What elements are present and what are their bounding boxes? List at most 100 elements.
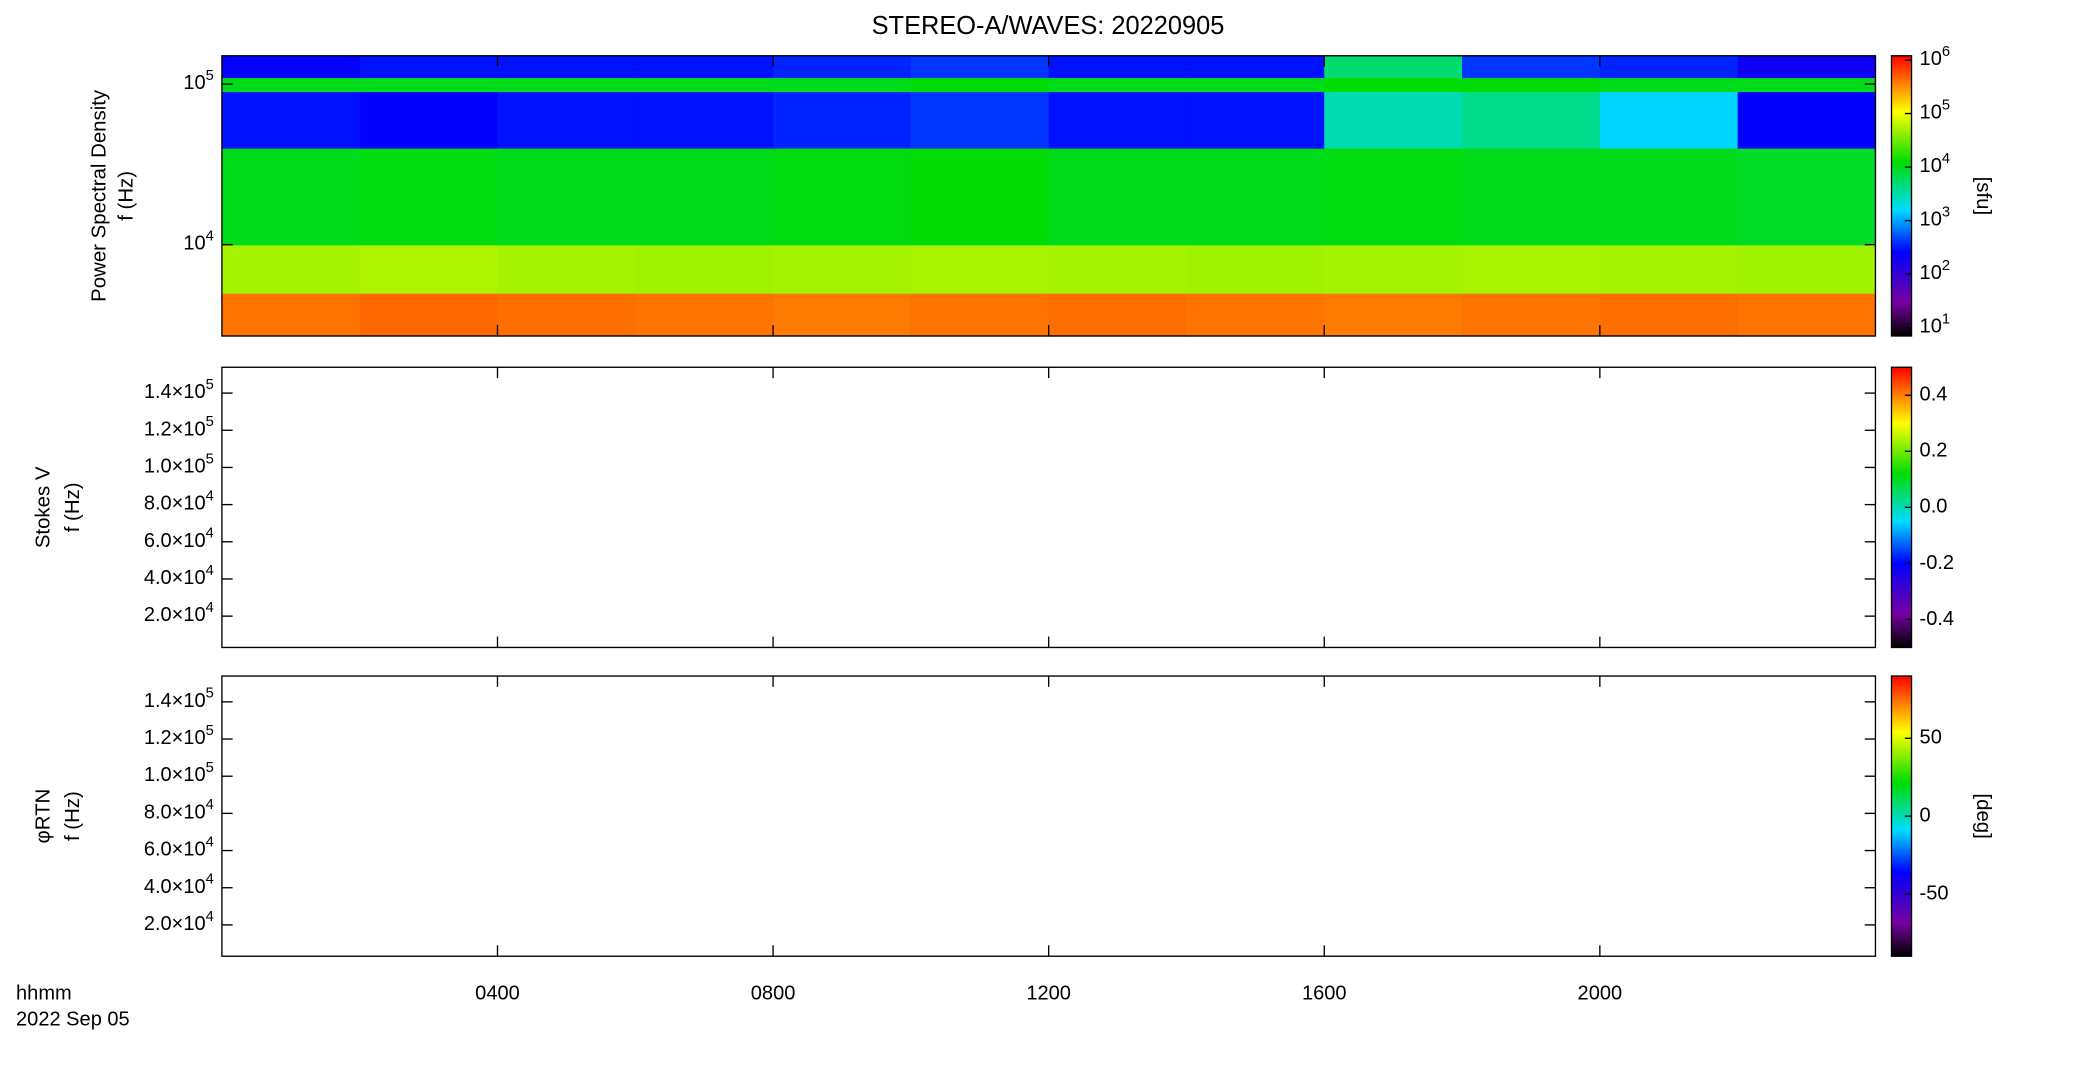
- heatmap-cell: [1048, 55, 1188, 79]
- heatmap-cell: [359, 244, 499, 294]
- heatmap-cell: [910, 77, 1050, 93]
- heatmap-cell: [635, 244, 774, 294]
- heatmap-cell: [1324, 55, 1463, 79]
- heatmap-cell: [1048, 77, 1188, 93]
- y-tick-label: 8.0×104: [144, 488, 214, 515]
- colorbar-tick-label: 0.2: [1920, 440, 1948, 462]
- heatmap-cell: [1462, 244, 1601, 294]
- heatmap-cell: [1186, 91, 1325, 149]
- y-tick-label: 1.2×105: [144, 723, 214, 750]
- heatmap-cell: [635, 77, 774, 93]
- colorbar-tick-label: 102: [1920, 258, 1950, 285]
- heatmap-cell: [1737, 244, 1877, 294]
- y-tick-label: 105: [183, 68, 213, 95]
- colorbar-tick-label: 105: [1920, 97, 1950, 124]
- heatmap-cell: [1048, 244, 1188, 294]
- y-tick-label: 2.0×104: [144, 600, 214, 627]
- heatmap-cell: [497, 77, 636, 93]
- heatmap-cell: [1737, 147, 1877, 246]
- heatmap-cell: [1186, 244, 1325, 294]
- heatmap-cell: [1324, 147, 1463, 246]
- y-axis-label: f (Hz): [62, 482, 84, 532]
- heatmap-cell: [221, 292, 361, 337]
- heatmap-cell: [1324, 77, 1463, 93]
- heatmap-cell: [1599, 292, 1739, 337]
- colorbar-tick-label: -0.2: [1920, 552, 1955, 574]
- heatmap-cell: [1737, 55, 1877, 79]
- heatmap-cell: [1186, 147, 1325, 246]
- heatmap-cell: [1186, 77, 1325, 93]
- colorbar-tick-label: -0.4: [1920, 608, 1955, 630]
- y-axis-label: Stokes V: [33, 466, 55, 548]
- heatmap-cell: [497, 244, 636, 294]
- colorbar-tick-label: 0.0: [1920, 496, 1948, 518]
- heatmap-cell: [635, 55, 774, 79]
- heatmap-cell: [1462, 147, 1601, 246]
- x-axis-label: 2022 Sep 05: [16, 1008, 130, 1030]
- heatmap-cell: [497, 55, 636, 79]
- heatmap-cell: [635, 91, 774, 149]
- heatmap-cell: [1048, 292, 1188, 337]
- heatmap-cell: [1599, 147, 1739, 246]
- colorbar: [1890, 55, 1913, 337]
- heatmap-cell: [1462, 55, 1601, 79]
- colorbar-tick-label: 0.4: [1920, 384, 1948, 406]
- heatmap-cell: [497, 147, 636, 246]
- heatmap-cell: [1048, 91, 1188, 149]
- y-tick-label: 4.0×104: [144, 563, 214, 590]
- heatmap-cell: [635, 292, 774, 337]
- heatmap-cell: [359, 77, 499, 93]
- y-tick-label: 1.2×105: [144, 414, 214, 441]
- heatmap-cell: [1462, 292, 1601, 337]
- heatmap-cell: [1737, 77, 1877, 93]
- y-tick-label: 6.0×104: [144, 834, 214, 861]
- heatmap-cell: [773, 147, 912, 246]
- heatmap-cell: [497, 292, 636, 337]
- heatmap-cell: [1462, 77, 1601, 93]
- colorbar-label: [deg]: [1972, 793, 1994, 838]
- heatmap-cell: [773, 244, 912, 294]
- colorbar-tick-label: -50: [1920, 882, 1949, 904]
- heatmap-cell: [359, 55, 499, 79]
- heatmap-cell: [910, 91, 1050, 149]
- heatmap-cell: [1186, 55, 1325, 79]
- y-axis-label: f (Hz): [62, 791, 84, 841]
- y-tick-label: 1.0×105: [144, 451, 214, 478]
- heatmap-cell: [910, 147, 1050, 246]
- heatmap-cell: [1048, 147, 1188, 246]
- chart-title: STEREO-A/WAVES: 20220905: [872, 12, 1225, 40]
- heatmap-cell: [1599, 77, 1739, 93]
- heatmap-cell: [1324, 292, 1463, 337]
- y-tick-label: 8.0×104: [144, 797, 214, 824]
- heatmap-cell: [910, 244, 1050, 294]
- heatmap-cell: [635, 147, 774, 246]
- y-tick-label: 6.0×104: [144, 525, 214, 552]
- heatmap-cell: [1324, 244, 1463, 294]
- heatmap-cell: [1462, 91, 1601, 149]
- heatmap-cell: [910, 292, 1050, 337]
- heatmap-cell: [1737, 91, 1877, 149]
- y-axis-label: Power Spectral Density: [89, 89, 111, 302]
- heatmap-cell: [359, 147, 499, 246]
- heatmap-cell: [221, 147, 361, 246]
- y-tick-label: 4.0×104: [144, 871, 214, 898]
- heatmap-cell: [359, 91, 499, 149]
- y-tick-label: 1.4×105: [144, 686, 214, 713]
- x-tick-label: 1200: [1026, 983, 1071, 1005]
- y-tick-label: 1.0×105: [144, 760, 214, 787]
- plot-frame: [221, 366, 1877, 649]
- y-tick-label: 1.4×105: [144, 377, 214, 404]
- heatmap-cell: [221, 91, 361, 149]
- y-tick-label: 104: [183, 228, 213, 255]
- heatmap-cell: [1599, 55, 1739, 79]
- heatmap-cell: [221, 244, 361, 294]
- x-tick-label: 1600: [1302, 983, 1347, 1005]
- heatmap-cell: [1737, 292, 1877, 337]
- colorbar-tick-label: 104: [1920, 151, 1950, 178]
- plot-frame: [221, 675, 1877, 957]
- heatmap-cell: [910, 55, 1050, 79]
- heatmap-cell: [773, 91, 912, 149]
- heatmap-cell: [773, 55, 912, 79]
